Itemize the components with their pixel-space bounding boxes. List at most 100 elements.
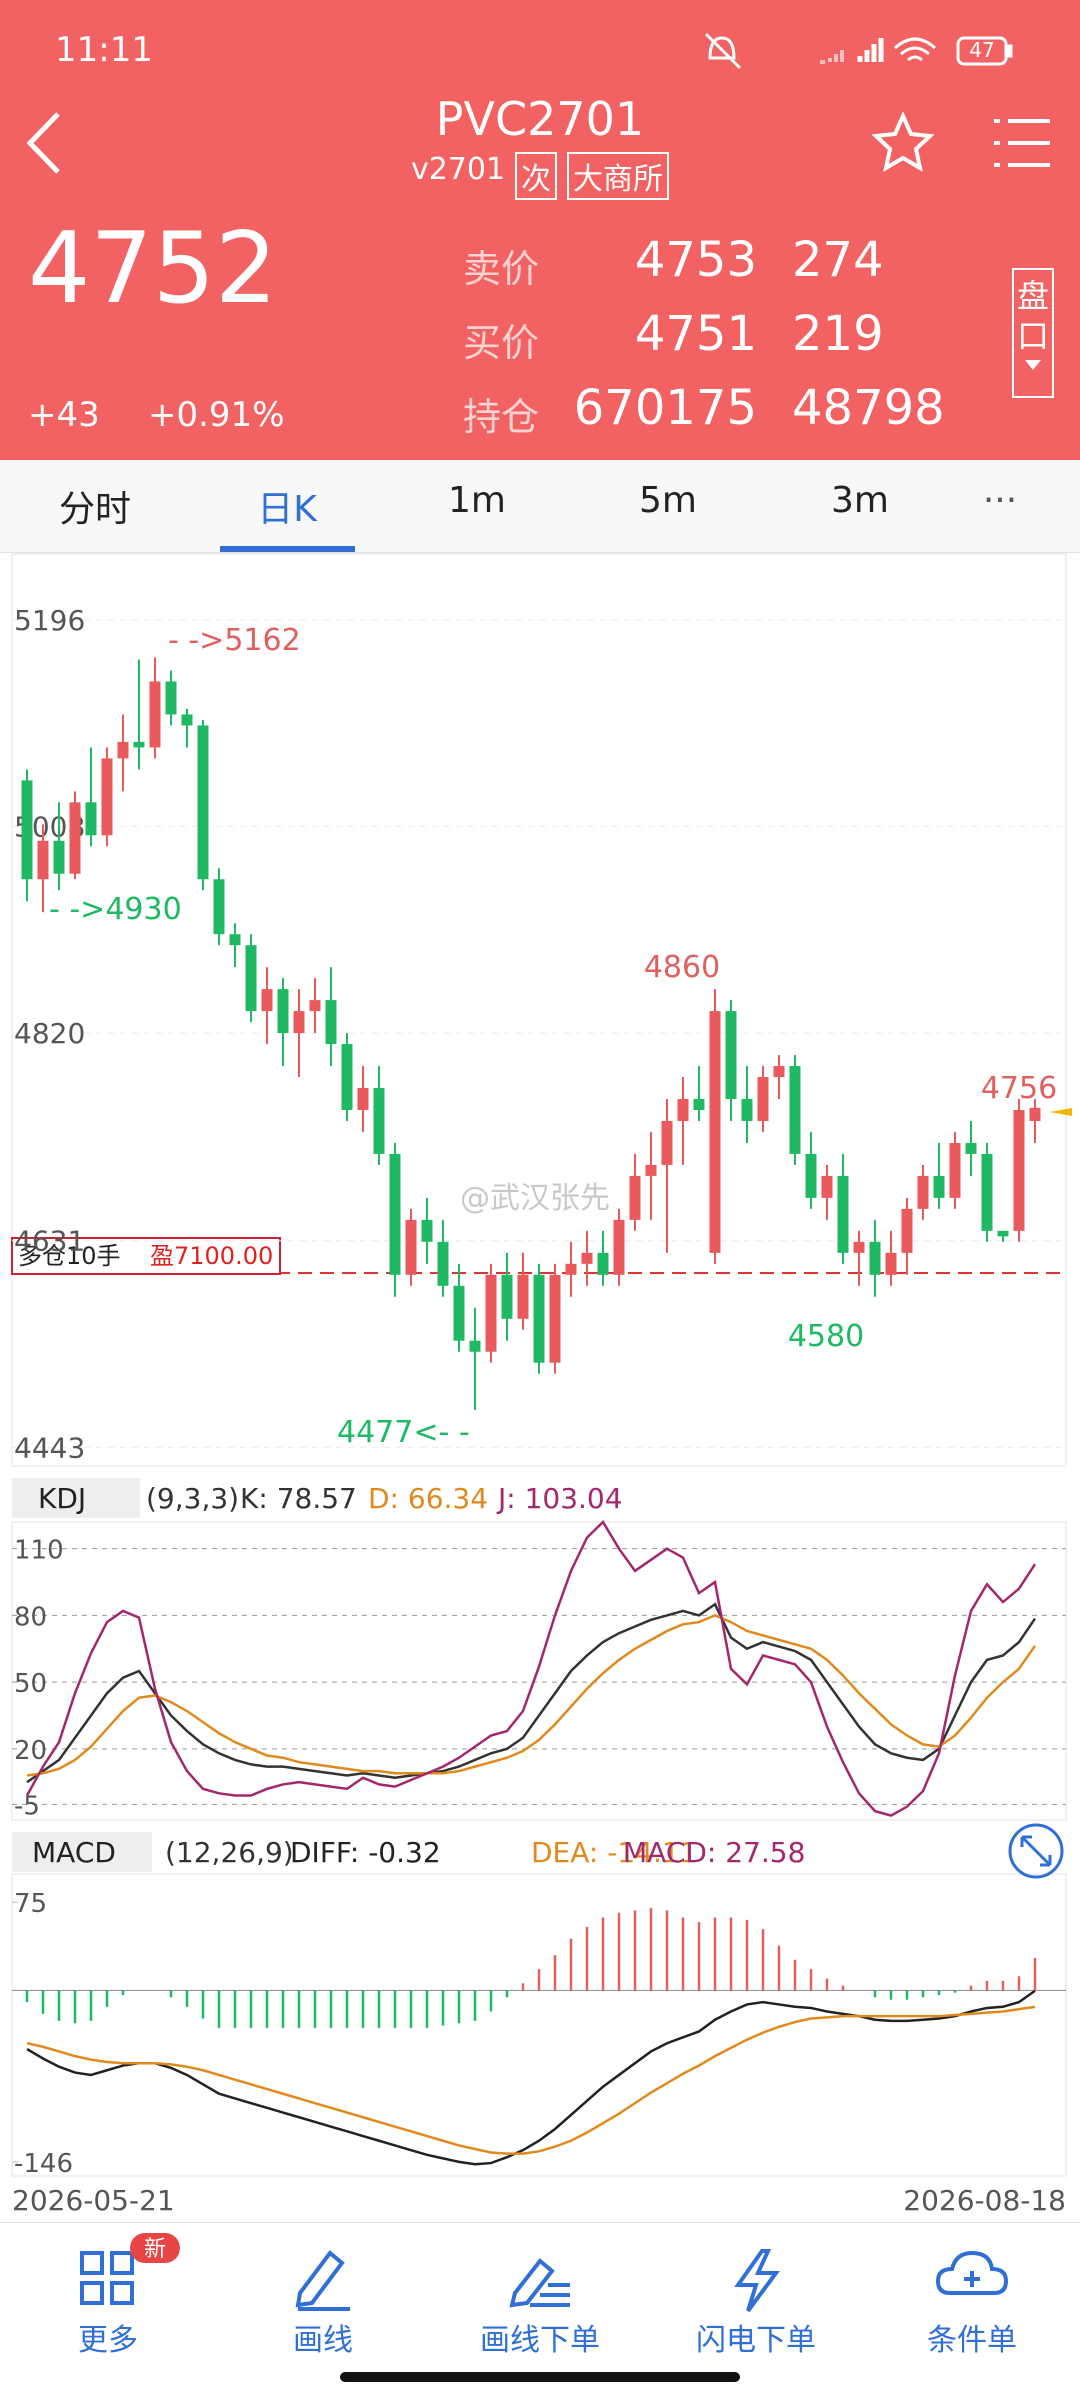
y-tick-label: -5 [14, 1791, 40, 1821]
macd-params: (12,26,9) [165, 1836, 294, 1869]
candle-body [661, 1120, 673, 1165]
expand-button[interactable] [1008, 1823, 1064, 1879]
kdj-title: KDJ [38, 1482, 86, 1515]
candle-body [485, 1274, 497, 1352]
candle-body [725, 1011, 737, 1100]
nav-item[interactable]: 条件单 [927, 2323, 1017, 2358]
change: +43 [28, 395, 100, 435]
y-tick-label: 4631 [14, 1225, 85, 1258]
candle-body [533, 1274, 545, 1363]
candle-body [821, 1175, 833, 1198]
y-tick-label: 110 [14, 1536, 64, 1566]
candle-body [789, 1066, 801, 1154]
status-icons: 47 [704, 32, 1013, 70]
candle-body [501, 1274, 513, 1319]
candle-body [581, 1252, 593, 1264]
subtitle: v2701 次 大商所 [0, 152, 1080, 200]
candle-body [869, 1241, 881, 1275]
nav-item[interactable]: 画线 [293, 2323, 353, 2358]
candle-body [565, 1263, 577, 1275]
legend-entry: MACD: 27.58 [623, 1836, 805, 1869]
tab[interactable]: 日K [257, 489, 317, 530]
macd-tag[interactable] [12, 1832, 152, 1872]
tag: 次 [515, 152, 558, 200]
y-tick-label: 4820 [14, 1017, 85, 1050]
annotation: 4477<- - [337, 1415, 470, 1450]
candle-body [437, 1241, 449, 1286]
quote-price: 4751 [634, 306, 757, 362]
candle-body [421, 1219, 433, 1242]
line [26, 1602, 1037, 1784]
candle-body [933, 1175, 945, 1198]
candle-body [101, 758, 113, 836]
favorite-button[interactable] [872, 112, 934, 172]
change-pct: +0.91% [148, 395, 285, 435]
tab[interactable]: 分时 [58, 489, 132, 530]
candle-body [613, 1219, 625, 1275]
candle-body [549, 1274, 561, 1363]
kdj-tag[interactable] [12, 1478, 140, 1518]
candle-body [805, 1153, 817, 1198]
line [25, 1520, 1037, 1817]
annotation: 4860 [644, 950, 720, 985]
legend-entry: DIFF: -0.32 [290, 1836, 441, 1869]
title: PVC2701 [435, 92, 645, 146]
watermark: @武汉张先 [460, 1181, 610, 1216]
charts: 多仓10手 盈7100.00 @武汉张先 - ->5162 - ->4930 4… [11, 553, 1072, 2217]
period-tabs: ··· 分时 日K 1m 5m 3m [0, 460, 1080, 553]
candle-body [1013, 1109, 1025, 1231]
nav-item[interactable]: 画线下单 [480, 2323, 600, 2358]
quote-label: 持仓 [463, 395, 540, 439]
candle-body [373, 1088, 385, 1154]
kdj-panel [11, 1521, 1067, 1821]
candle-body [341, 1044, 353, 1110]
candle-body [389, 1153, 401, 1275]
tab-indicator [220, 546, 355, 552]
quote-price: 4753 [634, 232, 757, 288]
nav-item[interactable]: 更多 [78, 2323, 138, 2358]
legend-entry: DEA: -14.11 [531, 1836, 698, 1869]
y-tick-label: -146 [14, 2149, 73, 2179]
y-tick-label: 4443 [14, 1431, 85, 1464]
position-box [11, 1237, 281, 1275]
y-tick-label: 5196 [14, 604, 85, 637]
bottom-nav: 新 更多 画线 画线下单 闪电下单 条件单 [0, 2222, 1080, 2358]
candle-body [949, 1142, 961, 1198]
macd-panel [11, 1873, 1067, 2177]
exchange: 大商所 [567, 152, 670, 200]
candle-body [1029, 1107, 1041, 1121]
more-tab[interactable]: ··· [982, 480, 1018, 521]
nav-item[interactable]: 闪电下单 [696, 2323, 816, 2358]
candle-body [325, 1000, 337, 1045]
quote-price: 670175 [573, 380, 757, 436]
y-tick-label: 75 [14, 1889, 47, 1919]
quote-volume: 274 [792, 232, 884, 288]
candle-body [85, 802, 97, 836]
x-tick-label: 2026-08-18 [903, 2184, 1066, 2217]
kdj-params: (9,3,3) [146, 1482, 239, 1515]
position-pnl: 盈7100.00 [150, 1242, 273, 1270]
back-button[interactable] [20, 108, 70, 178]
candle-body [21, 780, 33, 880]
contract: v2701 [410, 152, 506, 187]
price-pointer [1050, 1108, 1072, 1116]
candle-body [469, 1340, 481, 1352]
candle-body [69, 802, 81, 874]
candle-body [405, 1219, 417, 1275]
tab[interactable]: 5m [639, 480, 697, 521]
header: 11:11 47 PVC2701 v2701 次 大商所 4752 +43 +0… [0, 0, 1080, 460]
price-panel [11, 553, 1067, 1467]
line [26, 1614, 1037, 1777]
tab[interactable]: 1m [448, 480, 506, 521]
nav-icons: 新 [80, 2233, 1009, 2313]
menu-button[interactable] [990, 115, 1054, 171]
home-indicator [340, 2372, 740, 2382]
quote-volume: 48798 [792, 380, 945, 436]
candle-body [709, 1011, 721, 1253]
candle-body [677, 1099, 689, 1121]
tab[interactable]: 3m [831, 480, 889, 521]
candle-body [965, 1142, 977, 1154]
depth-button[interactable]: 盘口 [1012, 268, 1054, 398]
candle-body [853, 1241, 865, 1253]
